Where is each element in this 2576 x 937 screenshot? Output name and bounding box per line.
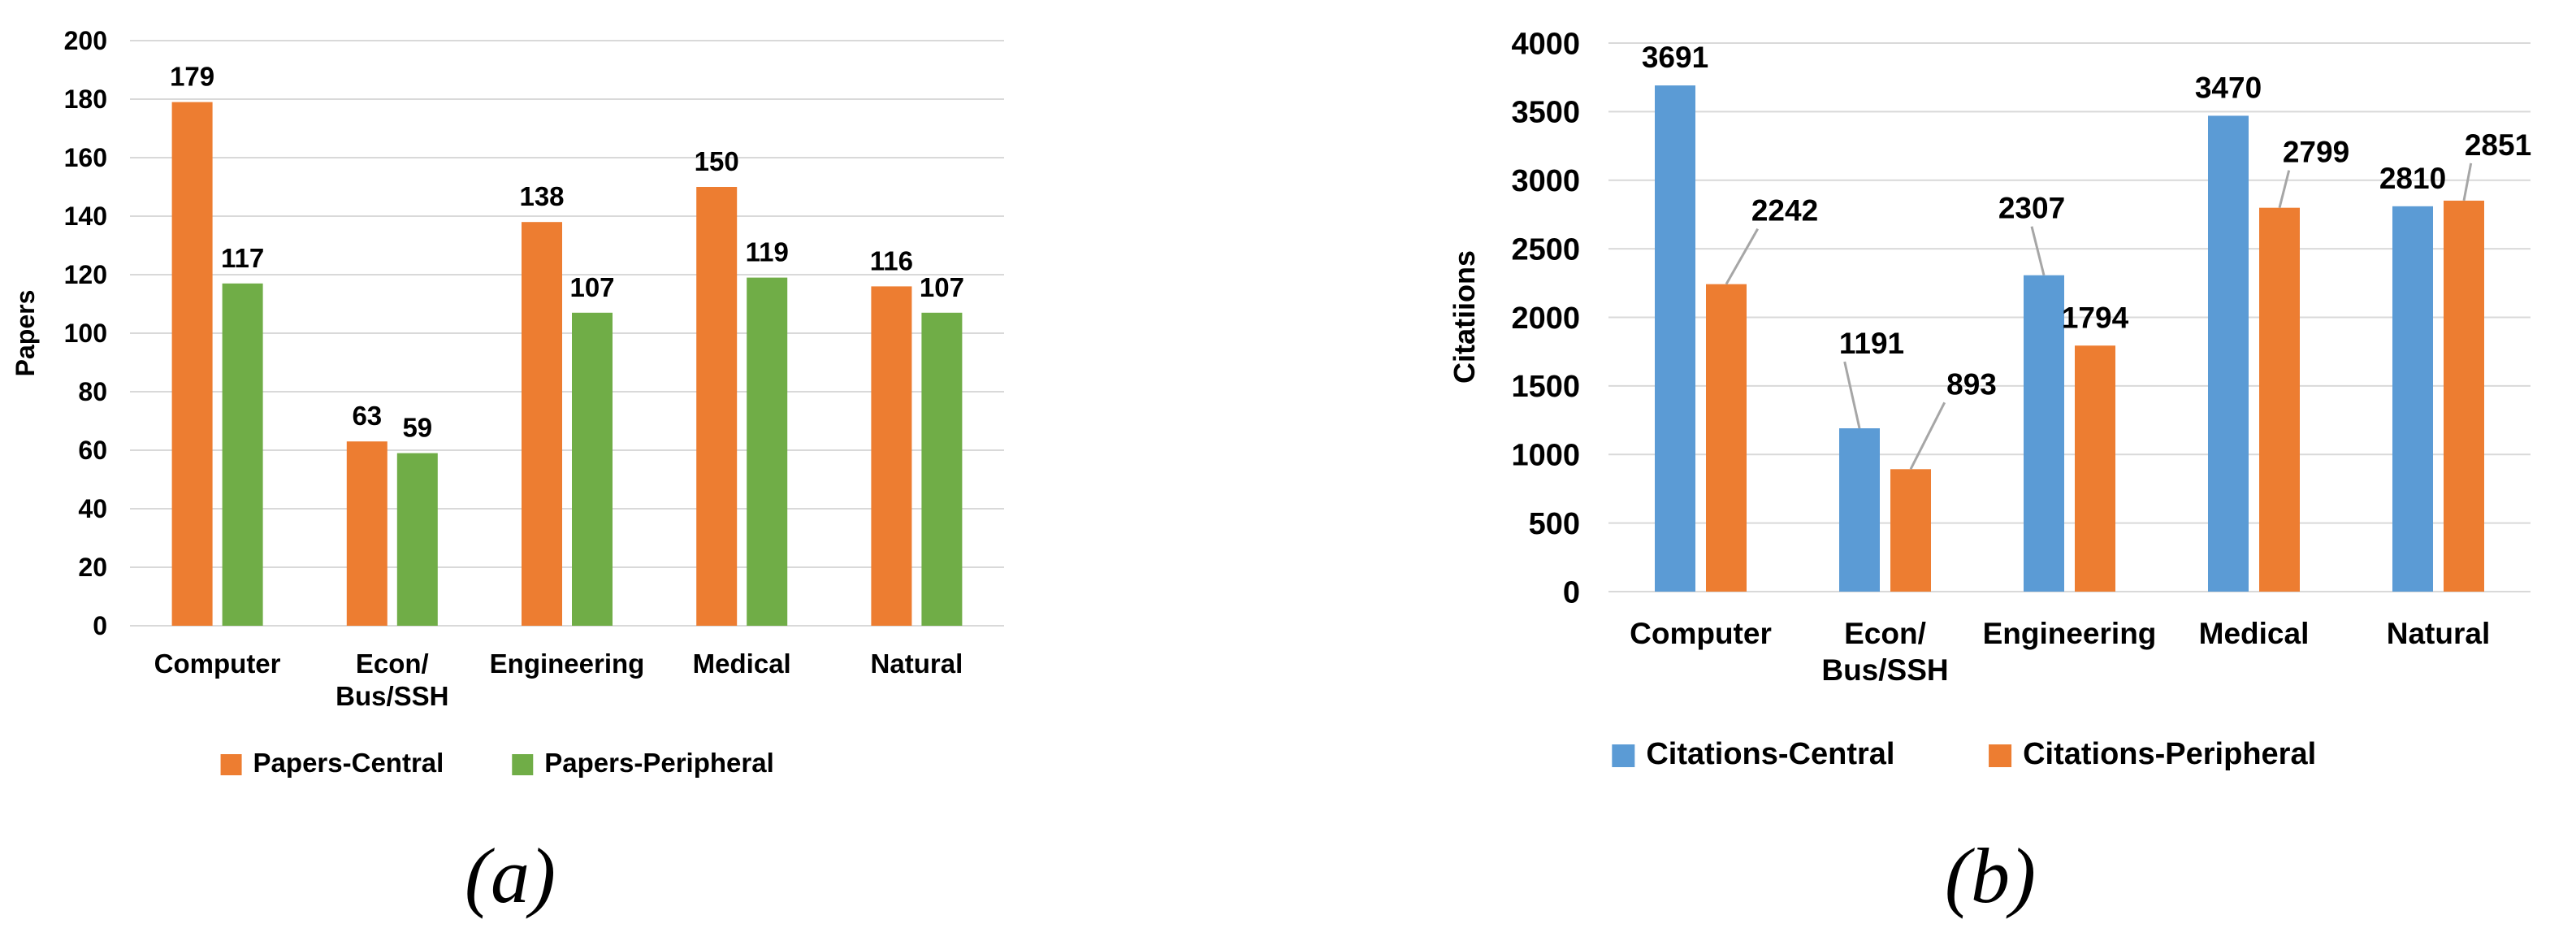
citations-label-leader-line: [1725, 228, 1760, 285]
citations-category-label: Computer: [1630, 617, 1772, 650]
citations-ytick-label: 1500: [1511, 370, 1580, 404]
citations-category-label: Medical: [2199, 617, 2310, 650]
papers-data-label: 179: [170, 62, 214, 92]
papers-legend-label: Papers-Peripheral: [544, 748, 773, 778]
papers-data-label: 116: [870, 245, 913, 275]
papers-category-label: Natural: [871, 649, 963, 679]
citations-y-axis-title: Citatiions: [1448, 250, 1481, 384]
papers-bar-papers-peripheral: [572, 312, 613, 626]
citations-bar-citations-central: [1839, 428, 1880, 592]
papers-category-label: Econ/Bus/SSH: [336, 649, 448, 711]
papers-ytick-label: 100: [64, 319, 107, 348]
citations-bar-citations-peripheral: [2444, 200, 2484, 592]
papers-legend-label: Papers-Central: [253, 748, 444, 778]
citations-label-leader-line: [2462, 163, 2473, 202]
citations-bar-citations-central: [2208, 115, 2249, 592]
papers-data-label: 117: [221, 243, 264, 273]
papers-bar-papers-central: [871, 286, 912, 626]
citations-bar-citations-central: [2024, 275, 2064, 592]
papers-ytick-label: 20: [78, 553, 107, 582]
citations-category-label: Natural: [2387, 617, 2490, 650]
citations-ytick-label: 500: [1529, 507, 1580, 541]
citations-data-label: 1794: [2062, 301, 2129, 334]
citations-label-leader-line: [2030, 226, 2046, 276]
citations-data-label: 2810: [2379, 162, 2446, 195]
papers-bar-papers-central: [171, 102, 213, 627]
papers-data-label: 107: [569, 272, 614, 302]
citations-ytick-label: 0: [1563, 575, 1580, 609]
citations-ytick-label: 3000: [1511, 164, 1580, 198]
citations-data-label: 2242: [1751, 194, 1818, 228]
citations-bar-citations-peripheral: [1890, 469, 1931, 592]
citations-ytick-label: 1000: [1511, 439, 1580, 473]
caption-b: (b): [1945, 832, 2036, 919]
citations-data-label: 2307: [1998, 192, 2065, 225]
papers-category-label: Computer: [154, 649, 281, 679]
citations-label-leader-line: [1909, 401, 1946, 470]
citations-ytick-label: 2500: [1511, 232, 1580, 267]
papers-data-label: 107: [920, 272, 964, 302]
papers-ytick-label: 140: [64, 202, 107, 231]
papers-data-label: 59: [402, 413, 432, 443]
citations-chart: 0 500 1000 1500 2000 2500 3000 3500 4000 Citatiio…: [1448, 27, 2531, 771]
papers-bar-papers-peripheral: [747, 277, 788, 626]
papers-legend-swatch: [512, 754, 534, 775]
papers-data-label: 150: [695, 146, 739, 176]
papers-ytick-label: 80: [78, 377, 107, 406]
citations-label-leader-line: [2278, 170, 2291, 209]
papers-bar-papers-peripheral: [396, 453, 438, 626]
citations-ytick-label: 4000: [1511, 27, 1580, 61]
citations-data-label: 3470: [2195, 71, 2262, 104]
papers-ytick-label: 60: [78, 436, 107, 465]
citations-bar-citations-peripheral: [2075, 345, 2115, 592]
papers-ytick-label: 0: [93, 611, 107, 640]
papers-bar-papers-central: [696, 187, 738, 626]
citations-data-label: 2799: [2283, 136, 2349, 169]
papers-bar-papers-central: [346, 441, 387, 626]
citations-ytick-label: 3500: [1511, 96, 1580, 130]
papers-ytick-label: 120: [64, 260, 107, 289]
citations-bar-citations-central: [2392, 206, 2433, 592]
papers-y-axis-title: Papers: [11, 290, 40, 377]
citations-category-label: Engineering: [1983, 617, 2157, 650]
citations-bar-citations-peripheral: [1706, 284, 1747, 592]
citations-data-label: 2851: [2465, 128, 2531, 162]
papers-ytick-label: 160: [64, 143, 107, 172]
papers-category-label: Engineering: [490, 649, 645, 679]
papers-category-label: Medical: [693, 649, 791, 679]
papers-ytick-label: 40: [78, 494, 107, 523]
papers-bar-papers-peripheral: [222, 283, 263, 626]
citations-data-label: 1191: [1839, 327, 1904, 360]
citations-ytick-label: 2000: [1511, 301, 1580, 336]
citations-bar-citations-peripheral: [2259, 207, 2300, 592]
papers-data-label: 119: [746, 237, 789, 267]
papers-bar-papers-central: [522, 222, 562, 626]
citations-legend-label: Citations-Central: [1646, 737, 1894, 771]
citations-data-label: 3691: [1642, 41, 1708, 74]
papers-chart: 0 20 40 60 80 100 120 140 160 180 200 Papers Compute…: [11, 26, 1004, 778]
caption-a: (a): [465, 832, 556, 919]
papers-legend-swatch: [220, 754, 242, 775]
citations-legend-swatch: [1989, 744, 2012, 767]
citations-legend-swatch: [1612, 744, 1635, 767]
citations-legend-label: Citations-Peripheral: [2023, 737, 2316, 771]
citations-data-label: 893: [1946, 367, 1997, 401]
citations-label-leader-line: [1843, 361, 1861, 429]
citations-bar-citations-central: [1655, 85, 1695, 592]
papers-ytick-label: 180: [64, 85, 107, 114]
papers-data-label: 138: [519, 181, 564, 211]
citations-category-label: Econ/Bus/SSH: [1821, 617, 1948, 687]
papers-data-label: 63: [352, 401, 382, 431]
papers-bar-papers-peripheral: [921, 312, 963, 626]
papers-ytick-label: 200: [64, 26, 107, 55]
